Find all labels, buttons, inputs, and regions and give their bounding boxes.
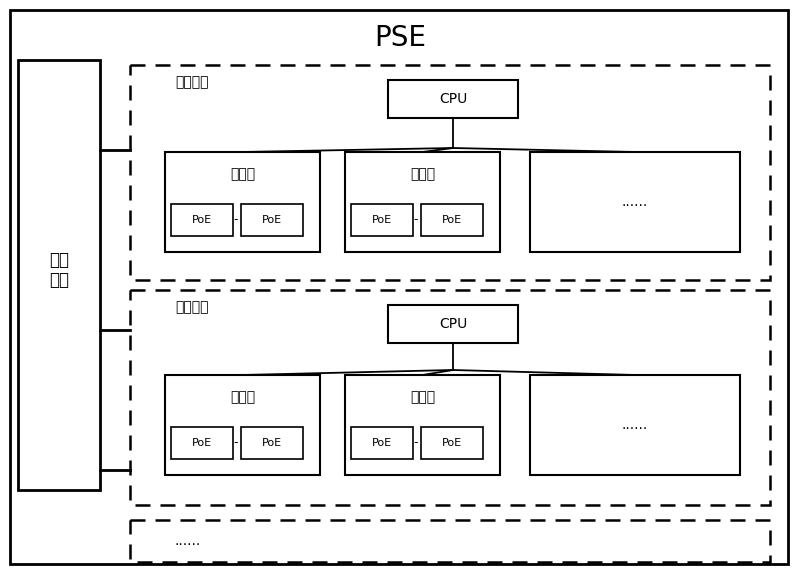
Text: 电源
模块: 电源 模块	[49, 251, 69, 289]
Text: 子系统: 子系统	[230, 167, 255, 181]
Bar	[388, 305, 518, 343]
Text: PSE: PSE	[374, 24, 426, 52]
Bar	[421, 204, 483, 236]
Bar	[530, 375, 740, 475]
Text: ......: ......	[175, 534, 202, 548]
Bar	[130, 290, 770, 505]
Bar	[351, 427, 413, 459]
Bar	[18, 60, 100, 490]
Text: 子系统: 子系统	[410, 167, 435, 181]
Bar	[388, 80, 518, 118]
Text: -: -	[234, 437, 238, 449]
Bar	[421, 427, 483, 459]
Text: PoE: PoE	[192, 215, 212, 225]
Text: -: -	[414, 214, 418, 226]
Bar	[130, 520, 770, 562]
Text: ......: ......	[622, 195, 648, 209]
Text: PoE: PoE	[442, 215, 462, 225]
Bar	[165, 152, 320, 252]
Text: PoE: PoE	[262, 438, 282, 448]
Text: PoE: PoE	[372, 438, 392, 448]
Bar	[241, 427, 303, 459]
Text: PoE: PoE	[442, 438, 462, 448]
Text: CPU: CPU	[439, 317, 467, 331]
Bar	[171, 427, 233, 459]
Text: 子系统: 子系统	[410, 390, 435, 404]
Text: 供电模块: 供电模块	[175, 300, 209, 314]
Text: PoE: PoE	[192, 438, 212, 448]
Text: PoE: PoE	[372, 215, 392, 225]
Text: PoE: PoE	[262, 215, 282, 225]
Bar	[130, 65, 770, 280]
Text: ......: ......	[622, 418, 648, 432]
Text: 供电模块: 供电模块	[175, 75, 209, 89]
Bar	[351, 204, 413, 236]
Bar	[171, 204, 233, 236]
Bar	[165, 375, 320, 475]
Bar	[345, 152, 500, 252]
Text: CPU: CPU	[439, 92, 467, 106]
Bar	[345, 375, 500, 475]
Bar	[530, 152, 740, 252]
Text: -: -	[414, 437, 418, 449]
Text: 子系统: 子系统	[230, 390, 255, 404]
Bar	[241, 204, 303, 236]
Text: -: -	[234, 214, 238, 226]
